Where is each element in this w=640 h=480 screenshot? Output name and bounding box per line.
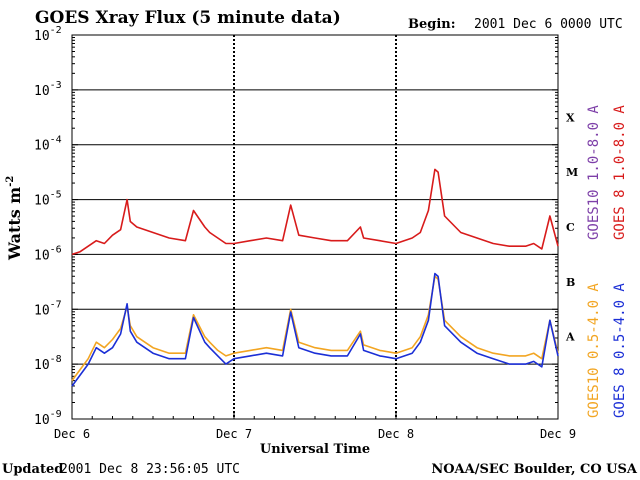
x-axis-label: Universal Time <box>260 442 370 457</box>
legend-entry: GOES10 1.0-8.0 A <box>586 105 602 240</box>
series-lines <box>71 168 559 387</box>
series-line <box>71 272 559 387</box>
y-axis-label: Watts m-2 <box>5 176 24 261</box>
legend: GOES10 1.0-8.0 A GOES 8 1.0-8.0 A GOES10 0… <box>586 105 628 418</box>
flare-class-label: X <box>566 111 575 124</box>
y-tick-label: 10-2 <box>34 25 62 44</box>
y-tick-label: 10-9 <box>34 409 62 428</box>
y-tick-label: 10-3 <box>34 80 62 99</box>
source-credit: NOAA/SEC Boulder, CO USA <box>431 462 638 477</box>
x-tick-label: Dec 8 <box>378 427 414 441</box>
updated-value: 2001 Dec 8 23:56:05 UTC <box>60 462 240 477</box>
x-axis-ticks: Dec 6 Dec 7 Dec 8 Dec 9 <box>54 413 576 441</box>
y-axis-label-exponent: -2 <box>5 176 16 187</box>
legend-entry: GOES 8 1.0-8.0 A <box>612 105 628 240</box>
flare-class-label: C <box>566 221 575 234</box>
begin-value: 2001 Dec 6 0000 UTC <box>474 17 623 32</box>
flare-class-labels: X M C B A <box>565 111 578 343</box>
x-tick-label: Dec 7 <box>216 427 252 441</box>
gridlines <box>72 89 558 365</box>
flare-class-label: M <box>566 166 578 179</box>
flare-class-label: B <box>566 276 575 289</box>
day-separators <box>233 35 397 419</box>
y-axis-ticks: 10-2 10-3 10-4 10-5 10-6 10-7 10-8 10-9 <box>34 25 558 428</box>
legend-entry: GOES10 0.5-4.0 A <box>586 283 602 418</box>
y-tick-label: 10-5 <box>34 190 62 209</box>
flare-class-label: A <box>565 331 575 344</box>
x-tick-label: Dec 9 <box>540 427 576 441</box>
x-tick-label: Dec 6 <box>54 427 90 441</box>
y-tick-label: 10-4 <box>34 135 62 154</box>
y-axis-label-text: Watts m <box>5 187 24 261</box>
series-line <box>71 275 559 382</box>
y-tick-label: 10-7 <box>34 299 62 318</box>
chart-title: GOES Xray Flux (5 minute data) <box>35 8 341 28</box>
plot-frame <box>71 34 559 420</box>
y-tick-label: 10-6 <box>34 244 62 263</box>
y-tick-label: 10-8 <box>34 354 62 373</box>
legend-entry: GOES 8 0.5-4.0 A <box>612 283 628 418</box>
updated-label: Updated <box>2 462 63 477</box>
series-line <box>71 168 559 256</box>
begin-label: Begin: <box>408 17 456 32</box>
